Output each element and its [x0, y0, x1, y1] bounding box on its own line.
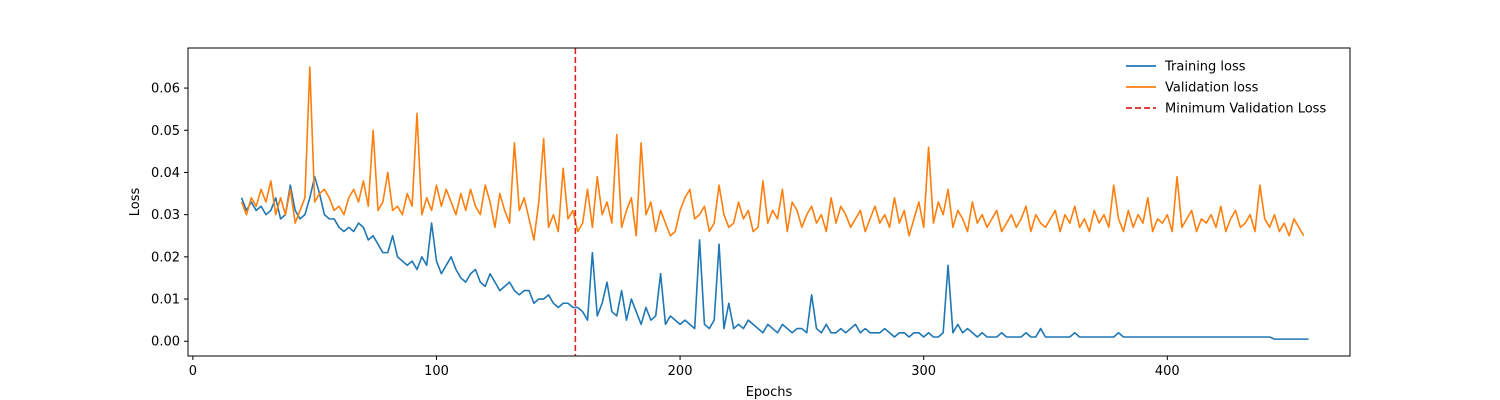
- legend-item-min-validation-loss: Minimum Validation Loss: [1126, 102, 1326, 117]
- x-tick-label: 400: [1155, 364, 1180, 379]
- y-tick-label: 0.03: [151, 208, 180, 223]
- y-axis-label: Loss: [128, 188, 143, 217]
- legend-item-training-loss: Training loss: [1126, 60, 1246, 75]
- x-tick-label: 300: [911, 364, 936, 379]
- x-axis-ticks: 0 100 200 300 400: [189, 356, 1180, 379]
- legend-label: Minimum Validation Loss: [1165, 102, 1326, 117]
- validation-loss-line: [240, 66, 1305, 241]
- x-tick-label: 200: [668, 364, 693, 379]
- y-tick-label: 0.04: [151, 166, 180, 181]
- x-axis-label: Epochs: [746, 385, 793, 400]
- plot-area: [240, 48, 1309, 356]
- axes-frame: [187, 47, 1351, 357]
- y-tick-label: 0.02: [151, 250, 180, 265]
- y-tick-label: 0.00: [151, 335, 180, 350]
- legend: Training loss Validation loss Minimum Vali…: [1126, 60, 1326, 117]
- y-tick-label: 0.01: [151, 293, 180, 308]
- x-tick-label: 0: [189, 364, 197, 379]
- training-loss-line: [240, 175, 1309, 340]
- legend-label: Validation loss: [1165, 81, 1259, 96]
- y-tick-label: 0.05: [151, 124, 180, 139]
- legend-item-validation-loss: Validation loss: [1126, 81, 1259, 96]
- y-tick-label: 0.06: [151, 82, 180, 97]
- legend-label: Training loss: [1164, 60, 1246, 75]
- y-axis-ticks: 0.00 0.01 0.02 0.03 0.04 0.05 0.06: [151, 82, 188, 350]
- x-tick-label: 100: [424, 364, 449, 379]
